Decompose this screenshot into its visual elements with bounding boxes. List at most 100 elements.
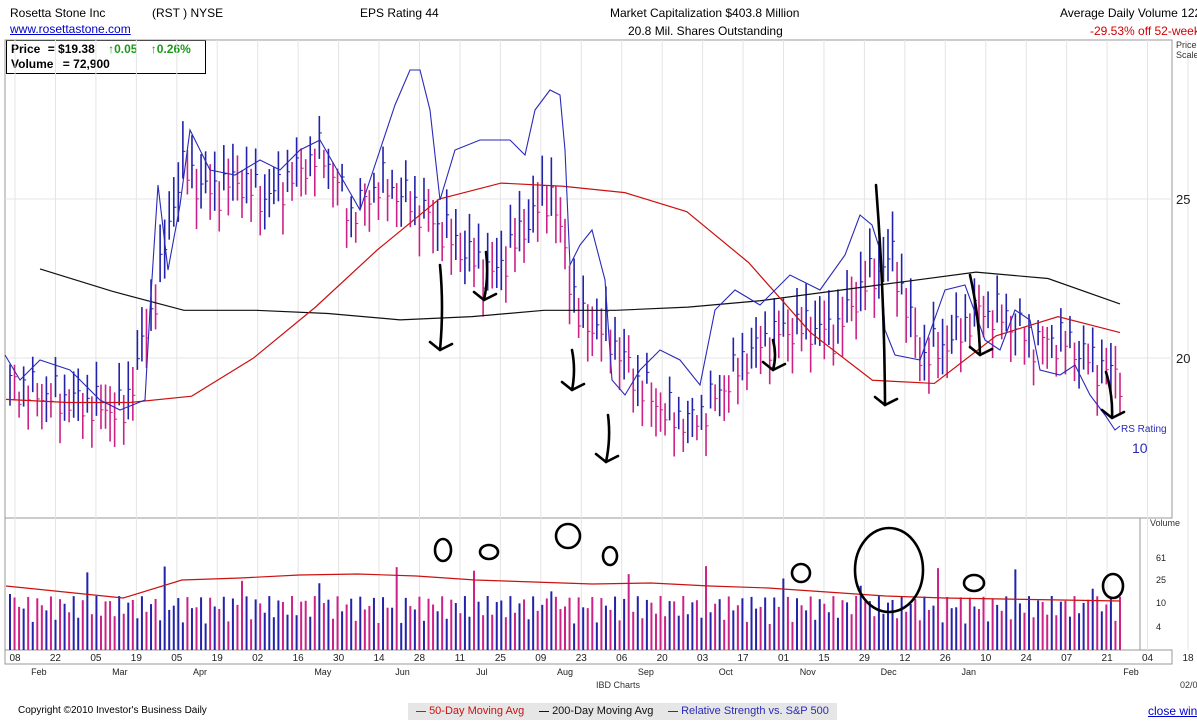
annotation-arrow [771, 338, 777, 372]
price-tick-label: 20 [1176, 351, 1190, 366]
change-percent: ↑0.26% [150, 42, 191, 56]
avg-daily-volume: Average Daily Volume 122 [1060, 6, 1197, 20]
month-label: Apr [193, 667, 207, 677]
volume-value: = 72,900 [62, 57, 110, 71]
x-tick-label: 24 [1021, 653, 1033, 664]
x-tick-label: 26 [940, 653, 952, 664]
x-tick-label: 10 [980, 653, 992, 664]
month-label: Mar [112, 667, 128, 677]
volume-tick-label: 25 [1156, 575, 1166, 585]
volume-avg-line [5, 573, 1121, 602]
price-scale-label-2: Scale [1176, 50, 1197, 60]
price-scale-label: Price [1176, 40, 1197, 50]
legend-200day-label: 200-Day Moving Avg [552, 705, 654, 717]
month-label: Jul [476, 667, 488, 677]
annotation-arrowhead [472, 290, 498, 302]
x-tick-label: 25 [495, 653, 507, 664]
rs-rating-value: 10 [1132, 440, 1148, 456]
x-tick-label: 20 [657, 653, 669, 664]
hand-annotations [428, 183, 1126, 614]
x-tick-label: 18 [1182, 653, 1194, 664]
x-tick-label: 22 [50, 653, 62, 664]
ma50-line [5, 182, 1121, 404]
x-tick-label: 01 [778, 653, 790, 664]
annotation-arrow [482, 250, 489, 302]
annotation-arrow [1104, 370, 1114, 420]
annotation-arrowhead [1100, 408, 1126, 420]
eps-rating: EPS Rating 44 [360, 6, 439, 20]
month-label: Sep [638, 667, 654, 677]
annotation-circle [853, 526, 925, 614]
off-52-week: -29.53% off 52-week [1090, 24, 1197, 38]
annotation-arrowhead [968, 345, 994, 357]
price-label: Price [11, 42, 41, 56]
month-label: Feb [1123, 667, 1139, 677]
market-cap: Market Capitalization $403.8 Million [610, 6, 800, 20]
month-label: Nov [800, 667, 817, 677]
month-label: Aug [557, 667, 573, 677]
x-tick-label: 28 [414, 653, 426, 664]
annotation-arrow [874, 183, 887, 407]
annotation-circle [601, 545, 619, 567]
grid-lines [5, 40, 1189, 650]
ma200-series-line [39, 268, 1121, 321]
annotation-circle [478, 543, 500, 561]
price-value: = $19.38 [47, 42, 95, 56]
axis-labels: 08 22 05 19 05 19 02 16 30 14 28 11 25 09 23 06 20 03 17 01… [9, 192, 1194, 677]
shares-outstanding: 20.8 Mil. Shares Outstanding [628, 24, 783, 38]
volume-bars [5, 566, 1121, 650]
legend-200day: 200-Day Moving Avg [531, 703, 662, 720]
month-label: Feb [31, 667, 47, 677]
month-label: Jun [395, 667, 410, 677]
legend-50day-label: 50-Day Moving Avg [429, 705, 525, 717]
x-tick-label: 09 [535, 653, 547, 664]
legend-50day: 50-Day Moving Avg [408, 703, 533, 720]
annotation-circle [790, 562, 812, 584]
x-tick-label: 23 [576, 653, 588, 664]
x-tick-label: 17 [738, 653, 750, 664]
rs-rating-label: RS Rating [1121, 424, 1167, 435]
annotation-circle [554, 522, 582, 550]
ma50-series-line [5, 182, 1121, 404]
x-tick-label: 30 [333, 653, 345, 664]
x-tick-label: 14 [373, 653, 385, 664]
rs-series-line [4, 69, 1121, 431]
volume-label: Volume [11, 57, 54, 71]
annotation-arrowhead [761, 360, 787, 372]
annotation-arrow [438, 263, 444, 352]
x-tick-label: 19 [131, 653, 143, 664]
month-label: Oct [719, 667, 734, 677]
x-tick-label: 06 [616, 653, 628, 664]
company-url-link[interactable]: www.rosettastone.com [10, 22, 131, 36]
x-tick-label: 04 [1142, 653, 1154, 664]
x-tick-label: 07 [1061, 653, 1073, 664]
month-label: Dec [881, 667, 898, 677]
x-tick-label: 03 [697, 653, 709, 664]
legend-rs: Relative Strength vs. S&P 500 [660, 703, 837, 720]
month-label: May [314, 667, 332, 677]
x-tick-label: 19 [212, 653, 224, 664]
annotation-arrowhead [873, 395, 899, 407]
x-tick-label: 15 [818, 653, 830, 664]
month-label: Jan [961, 667, 976, 677]
price-bars [9, 115, 1123, 457]
annotation-arrowhead [594, 452, 620, 464]
price-tick-label: 25 [1176, 192, 1190, 207]
x-tick-label: 05 [171, 653, 183, 664]
annotation-arrowhead [428, 340, 454, 352]
ma200-line [39, 268, 1121, 321]
source-label: IBD Charts [596, 680, 641, 690]
x-tick-label: 29 [859, 653, 871, 664]
x-tick-label: 21 [1102, 653, 1114, 664]
close-window-link[interactable]: close win [1148, 704, 1197, 718]
annotation-circle [1101, 572, 1125, 600]
volume-tick-label: 61 [1156, 553, 1166, 563]
annotation-circle [433, 537, 453, 563]
x-tick-label: 16 [293, 653, 305, 664]
volume-tick-label: 10 [1156, 598, 1166, 608]
x-tick-label: 08 [9, 653, 21, 664]
annotation-circle [962, 573, 986, 593]
company-name: Rosetta Stone Inc [10, 6, 106, 20]
annotation-arrow [968, 273, 982, 357]
